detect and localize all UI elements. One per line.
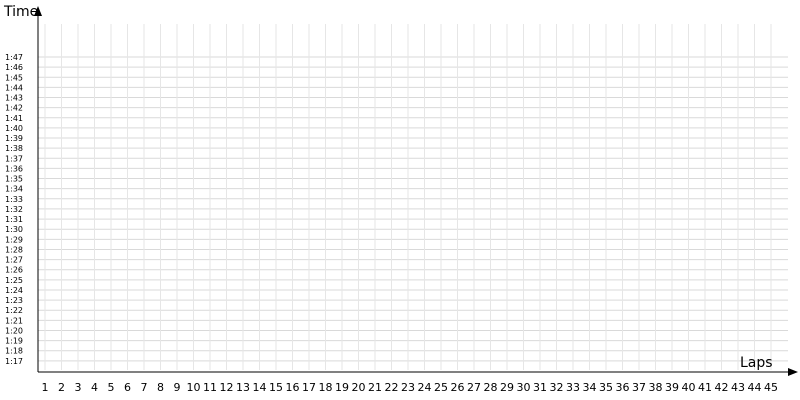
x-tick-label: 17 <box>302 381 316 394</box>
y-axis-ticks: 1:171:181:19 1:201:211:221:231:241:251:26… <box>5 53 23 366</box>
x-tick-label: 31 <box>533 381 547 394</box>
x-axis-arrow <box>788 368 798 376</box>
x-tick-label: 36 <box>616 381 630 394</box>
y-tick-label: 1:36 <box>5 164 23 173</box>
y-tick-label: 1:32 <box>5 205 23 214</box>
y-tick-label: 1:23 <box>5 296 23 305</box>
y-tick-label: 1:18 <box>5 347 23 356</box>
x-tick-label: 16 <box>286 381 300 394</box>
y-tick-label: 1:20 <box>5 326 23 335</box>
x-tick-label: 3 <box>75 381 82 394</box>
y-tick-label: 1:44 <box>5 83 23 92</box>
x-tick-label: 44 <box>748 381 762 394</box>
y-tick-label: 1:41 <box>5 114 23 123</box>
x-tick-label: 10 <box>187 381 201 394</box>
x-tick-label: 6 <box>124 381 131 394</box>
x-tick-label: 12 <box>220 381 234 394</box>
y-tick-label: 1:29 <box>5 235 23 244</box>
y-tick-label: 1:43 <box>5 94 23 103</box>
y-axis-title: Time <box>4 4 39 20</box>
x-tick-label: 22 <box>385 381 399 394</box>
y-tick-label: 1:37 <box>5 154 23 163</box>
x-tick-label: 42 <box>715 381 729 394</box>
x-tick-label: 2 <box>58 381 65 394</box>
x-tick-label: 7 <box>141 381 148 394</box>
y-tick-label: 1:26 <box>5 266 23 275</box>
y-axis-arrow <box>34 6 42 16</box>
y-tick-label: 1:38 <box>5 144 23 153</box>
y-tick-label: 1:42 <box>5 104 23 113</box>
x-tick-label: 26 <box>451 381 465 394</box>
x-tick-label: 35 <box>599 381 613 394</box>
y-tick-label: 1:39 <box>5 134 23 143</box>
x-tick-label: 34 <box>583 381 597 394</box>
x-tick-label: 29 <box>500 381 514 394</box>
x-tick-label: 8 <box>157 381 164 394</box>
y-tick-label: 1:19 <box>5 337 23 346</box>
x-tick-label: 24 <box>418 381 432 394</box>
y-tick-label: 1:25 <box>5 276 23 285</box>
axes <box>34 6 798 376</box>
x-tick-label: 33 <box>566 381 580 394</box>
y-tick-label: 1:45 <box>5 73 23 82</box>
x-tick-label: 11 <box>203 381 217 394</box>
x-axis-title: Laps <box>740 355 773 371</box>
y-tick-label: 1:34 <box>5 185 23 194</box>
y-tick-label: 1:17 <box>5 357 23 366</box>
y-tick-label: 1:47 <box>5 53 23 62</box>
x-tick-label: 39 <box>665 381 679 394</box>
x-tick-label: 43 <box>731 381 745 394</box>
y-tick-label: 1:22 <box>5 306 23 315</box>
x-tick-label: 19 <box>335 381 349 394</box>
x-tick-label: 37 <box>632 381 646 394</box>
x-tick-label: 23 <box>401 381 415 394</box>
x-tick-label: 45 <box>764 381 778 394</box>
x-axis-ticks: 1 2 3 4 5 6 7 8 9 10 11 12 13 14 15 16 17 18 19 20 21 22 23 24 2… <box>42 381 779 394</box>
y-tick-label: 1:33 <box>5 195 23 204</box>
x-tick-label: 9 <box>174 381 181 394</box>
x-tick-label: 21 <box>368 381 382 394</box>
grid <box>38 24 788 370</box>
y-tick-label: 1:21 <box>5 316 23 325</box>
x-tick-label: 15 <box>269 381 283 394</box>
x-tick-label: 28 <box>484 381 498 394</box>
x-tick-label: 4 <box>91 381 98 394</box>
y-tick-label: 1:35 <box>5 175 23 184</box>
x-tick-label: 40 <box>682 381 696 394</box>
x-tick-label: 1 <box>42 381 49 394</box>
y-tick-label: 1:24 <box>5 286 23 295</box>
x-tick-label: 27 <box>467 381 481 394</box>
x-tick-label: 5 <box>108 381 115 394</box>
y-tick-label: 1:27 <box>5 256 23 265</box>
y-tick-label: 1:31 <box>5 215 23 224</box>
x-tick-label: 13 <box>236 381 250 394</box>
x-tick-label: 38 <box>649 381 663 394</box>
x-tick-label: 20 <box>352 381 366 394</box>
x-tick-label: 18 <box>319 381 333 394</box>
x-tick-label: 32 <box>550 381 564 394</box>
y-tick-label: 1:30 <box>5 225 23 234</box>
x-tick-label: 25 <box>434 381 448 394</box>
x-tick-label: 14 <box>253 381 267 394</box>
x-tick-label: 41 <box>698 381 712 394</box>
y-tick-label: 1:40 <box>5 124 23 133</box>
y-tick-label: 1:46 <box>5 63 23 72</box>
y-tick-label: 1:28 <box>5 245 23 254</box>
x-tick-label: 30 <box>517 381 531 394</box>
